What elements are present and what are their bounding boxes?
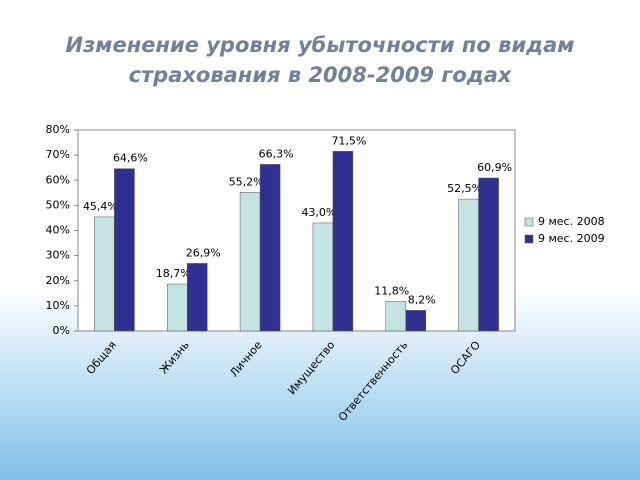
y-tick-label: 20%	[46, 274, 70, 287]
y-tick-label: 30%	[46, 249, 70, 262]
bar	[385, 301, 406, 332]
plot-area	[77, 129, 516, 332]
value-label: 55,2%	[229, 175, 264, 188]
bar	[239, 192, 261, 332]
bar	[405, 310, 426, 332]
y-tick-label: 80%	[46, 123, 70, 136]
bar	[259, 164, 281, 332]
value-label: 18,7%	[156, 267, 191, 280]
bar	[94, 216, 115, 332]
bar	[458, 198, 479, 332]
y-tick-label: 50%	[46, 198, 70, 211]
bar	[332, 151, 354, 332]
y-tick-label: 60%	[46, 173, 70, 186]
bar	[167, 283, 188, 332]
legend-swatch	[524, 234, 534, 244]
bar	[478, 177, 499, 332]
bar	[114, 168, 135, 332]
value-label: 11,8%	[374, 284, 409, 297]
value-label: 45,4%	[83, 200, 118, 213]
chart-title: Изменение уровня убыточности по видам стр…	[66, 33, 575, 87]
value-label: 64,6%	[113, 152, 148, 165]
value-label: 26,9%	[186, 246, 221, 259]
legend-label: 9 мес. 2009	[538, 232, 605, 245]
y-tick-label: 10%	[46, 299, 70, 312]
y-tick-label: 0%	[53, 324, 70, 337]
value-label: 8,2%	[408, 293, 436, 306]
y-tick-label: 40%	[46, 224, 70, 237]
value-label: 52,5%	[447, 182, 482, 195]
bar	[312, 222, 334, 332]
value-label: 71,5%	[331, 134, 366, 147]
bar	[187, 263, 208, 332]
legend-swatch	[524, 217, 534, 227]
value-label: 43,0%	[301, 206, 336, 219]
legend-label: 9 мес. 2008	[538, 215, 605, 228]
value-label: 66,3%	[259, 147, 294, 160]
value-label: 60,9%	[477, 161, 512, 174]
y-tick-label: 70%	[46, 148, 70, 161]
